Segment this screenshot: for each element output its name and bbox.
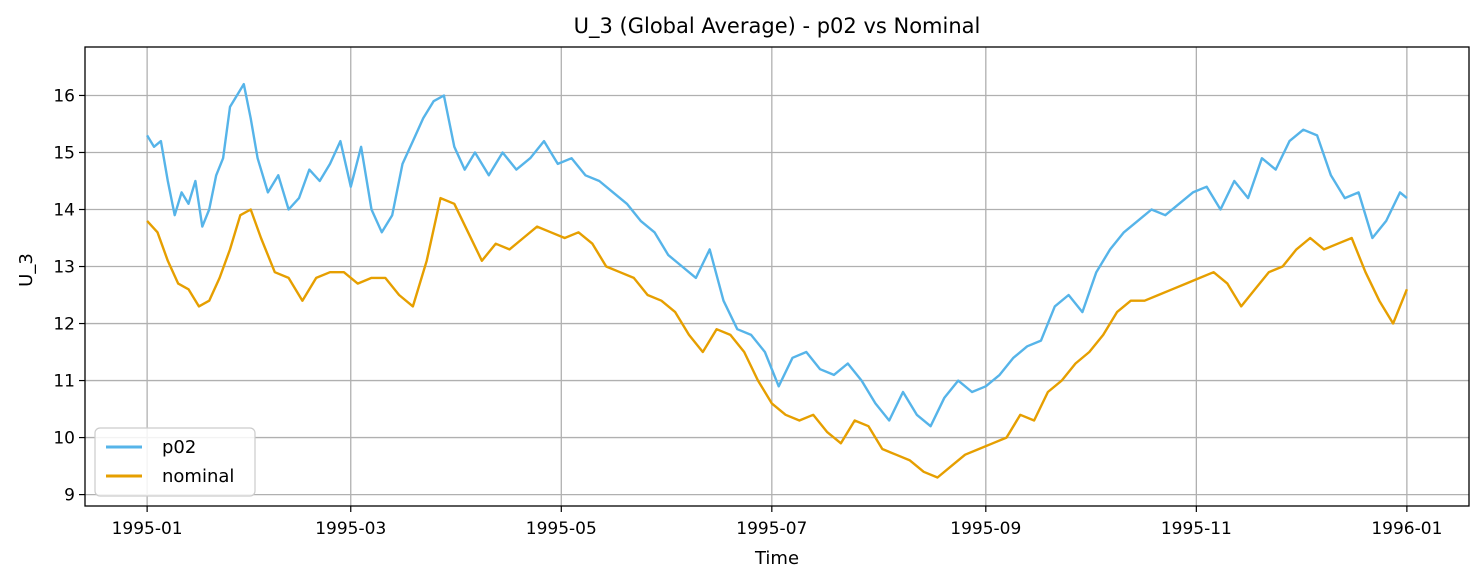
plot-frame [84,46,1470,507]
series-line-p02 [146,82,1408,428]
y-tick-label: 14 [53,201,75,221]
x-tick-label: 1995-03 [315,519,386,539]
x-tick-label: 1996-01 [1371,519,1442,539]
y-axis-label: U_3 [16,253,37,287]
series-line-nominal [146,196,1409,479]
y-tick-label: 9 [64,486,75,506]
grid [85,47,1469,506]
legend-label-nominal: nominal [162,466,234,487]
chart-title: U_3 (Global Average) - p02 vs Nominal [574,14,981,39]
x-tick-label: 1995-11 [1161,519,1232,539]
y-tick-label: 12 [53,315,75,335]
plot-series [146,82,1409,479]
y-tick-label: 10 [53,429,75,449]
y-tick-label: 13 [53,258,75,278]
legend-box [94,427,256,497]
x-axis-label: Time [754,548,799,569]
legend-label-p02: p02 [162,437,196,458]
x-tick-label: 1995-01 [112,519,183,539]
y-tick-label: 11 [53,372,75,392]
y-tick-label: 16 [53,86,75,106]
x-tick-label: 1995-07 [736,519,807,539]
legend: p02 nominal [94,427,256,497]
x-tick-label: 1995-09 [950,519,1021,539]
axis-ticks: 1995-01 1995-03 1995-05 1995-07 1995-09 1995-… [53,86,1442,539]
x-tick-label: 1995-05 [526,519,597,539]
y-tick-label: 15 [53,143,75,163]
